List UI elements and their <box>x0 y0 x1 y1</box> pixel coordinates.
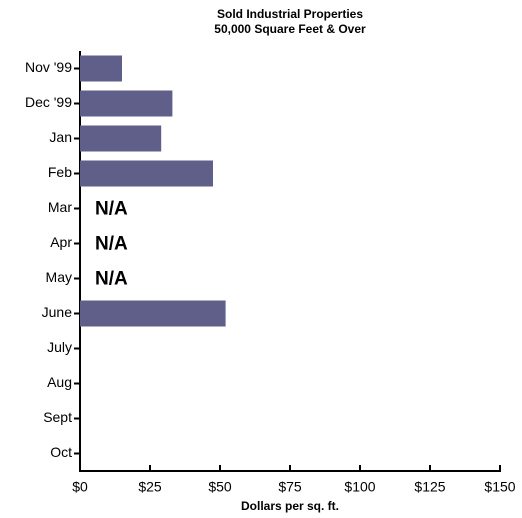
y-tick-label: July <box>47 339 72 355</box>
x-axis-label: Dollars per sq. ft. <box>241 499 339 513</box>
y-tick-label: Aug <box>47 374 72 390</box>
y-tick-label: Apr <box>50 234 72 250</box>
x-tick-label: $0 <box>72 479 88 495</box>
annotation: N/A <box>95 199 128 220</box>
bar <box>80 125 162 152</box>
x-tick-label: $25 <box>138 479 162 495</box>
y-tick-label: Jan <box>49 129 72 145</box>
annotation: N/A <box>95 234 128 255</box>
annotation: N/A <box>95 269 128 290</box>
y-tick-label: Feb <box>48 164 72 180</box>
y-tick-label: Sept <box>43 409 72 425</box>
x-tick-label: $125 <box>414 479 445 495</box>
x-tick-label: $75 <box>278 479 302 495</box>
x-tick-label: $150 <box>484 479 515 495</box>
y-tick-label: Oct <box>50 444 72 460</box>
y-tick-label: June <box>42 304 73 320</box>
chart-title: Sold Industrial Properties <box>217 7 363 21</box>
chart-subtitle: 50,000 Square Feet & Over <box>214 22 366 36</box>
y-tick-label: Mar <box>48 199 72 215</box>
x-tick-label: $100 <box>344 479 375 495</box>
bar <box>80 90 173 117</box>
y-tick-label: Nov '99 <box>25 59 72 75</box>
bar <box>80 300 226 327</box>
bar <box>80 55 122 82</box>
x-tick-label: $50 <box>208 479 232 495</box>
y-tick-label: May <box>46 269 72 285</box>
y-tick-label: Dec '99 <box>25 94 72 110</box>
bar <box>80 160 213 187</box>
